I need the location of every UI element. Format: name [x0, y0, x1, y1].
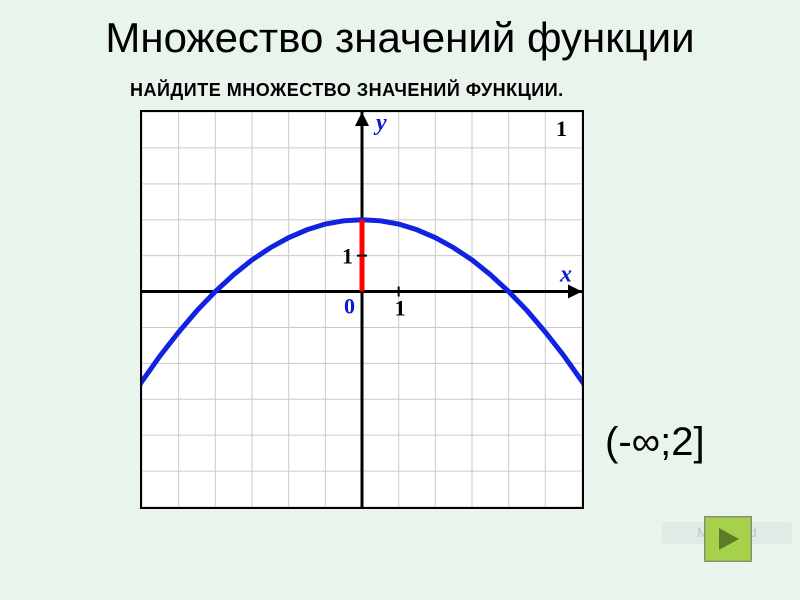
svg-text:y: y	[373, 112, 387, 136]
svg-text:1: 1	[556, 116, 567, 141]
play-icon	[713, 524, 743, 554]
svg-text:1: 1	[395, 296, 406, 321]
answer-text: (-∞;2]	[605, 420, 705, 465]
svg-text:1: 1	[342, 244, 353, 269]
next-button[interactable]	[704, 516, 752, 562]
svg-text:0: 0	[344, 294, 355, 319]
page-title: Множество значений функции	[0, 14, 800, 62]
slide: Множество значений функции НАЙДИТЕ МНОЖЕ…	[0, 0, 800, 600]
chart: y x 0 1 1 1	[142, 112, 582, 507]
svg-text:x: x	[559, 262, 572, 288]
subtitle: НАЙДИТЕ МНОЖЕСТВО ЗНАЧЕНИЙ ФУНКЦИИ.	[130, 80, 564, 101]
chart-container: y x 0 1 1 1	[140, 110, 584, 509]
